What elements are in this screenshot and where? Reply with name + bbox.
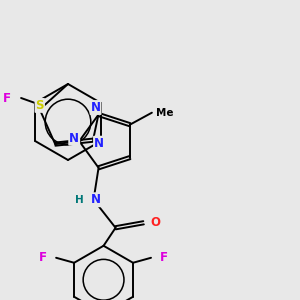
Text: Me: Me	[156, 108, 174, 118]
Text: O: O	[151, 216, 160, 229]
Text: F: F	[160, 251, 168, 264]
Text: N: N	[69, 132, 79, 145]
Text: N: N	[94, 137, 104, 150]
Text: F: F	[39, 251, 47, 264]
Text: S: S	[35, 99, 44, 112]
Text: F: F	[3, 92, 11, 104]
Text: N: N	[91, 101, 100, 114]
Text: H: H	[75, 195, 84, 205]
Text: N: N	[91, 193, 100, 206]
